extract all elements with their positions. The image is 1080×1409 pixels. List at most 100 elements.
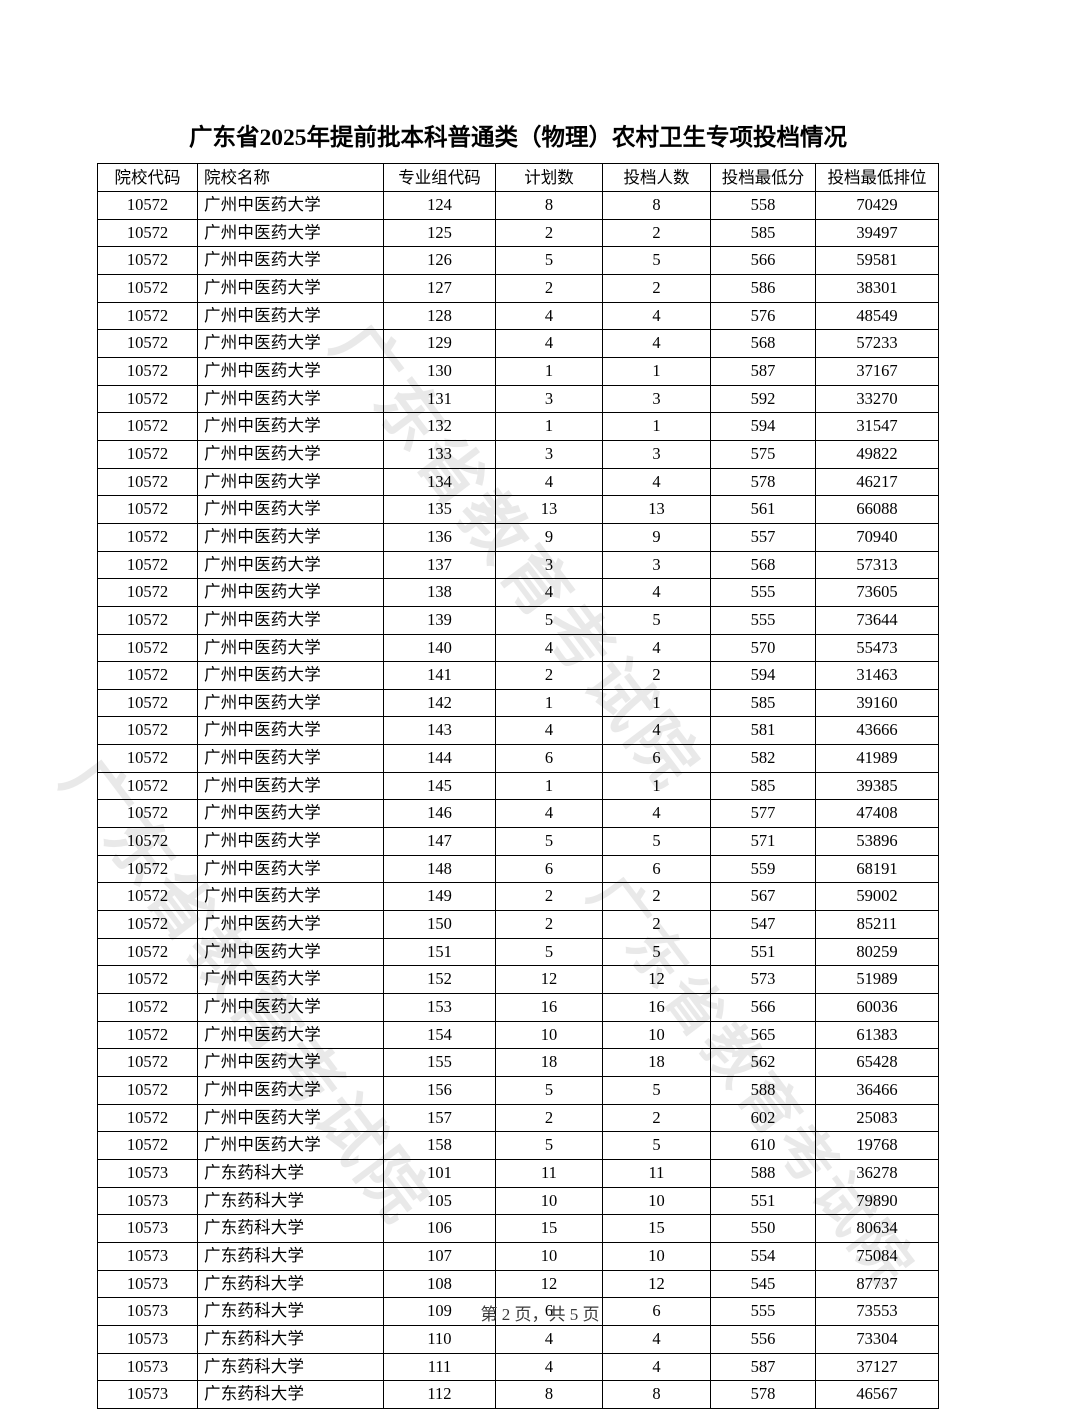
cell-min-rank: 70940 xyxy=(815,522,939,552)
cell-school-code: 10572 xyxy=(97,605,198,635)
table-row: 10572 广州中医药大学 158 5 5 610 19768 xyxy=(97,1131,939,1160)
table-row: 10572 广州中医药大学 135 13 13 561 66088 xyxy=(97,495,939,524)
cell-school-code: 10572 xyxy=(97,439,198,469)
cell-school-code: 10573 xyxy=(97,1214,198,1243)
cell-school-code: 10572 xyxy=(97,412,198,441)
cell-min-rank: 36466 xyxy=(815,1076,939,1105)
cell-school-name: 广东药科大学 xyxy=(197,1297,384,1326)
cell-plan-count: 1 xyxy=(495,412,603,441)
cell-min-score: 558 xyxy=(710,191,816,220)
cell-admitted-count: 4 xyxy=(602,301,711,331)
table-row: 10572 广州中医药大学 126 5 5 566 59581 xyxy=(97,246,939,275)
cell-school-name: 广州中医药大学 xyxy=(197,771,384,801)
cell-group-code: 128 xyxy=(383,301,496,331)
cell-plan-count: 10 xyxy=(495,1020,603,1050)
table-row: 10573 广东药科大学 110 4 4 556 73304 xyxy=(97,1324,939,1354)
cell-school-code: 10572 xyxy=(97,356,198,386)
column-header-school-name: 院校名称 xyxy=(197,163,384,192)
cell-school-name: 广州中医药大学 xyxy=(197,273,384,303)
table-row: 10573 广东药科大学 106 15 15 550 80634 xyxy=(97,1214,939,1243)
cell-min-rank: 33270 xyxy=(815,384,939,414)
cell-min-rank: 39160 xyxy=(815,688,939,718)
cell-group-code: 154 xyxy=(383,1020,496,1050)
cell-school-code: 10572 xyxy=(97,799,198,829)
cell-plan-count: 3 xyxy=(495,384,603,414)
cell-min-rank: 87737 xyxy=(815,1269,939,1299)
cell-school-name: 广州中医药大学 xyxy=(197,356,384,386)
cell-min-rank: 41989 xyxy=(815,744,939,773)
cell-min-rank: 79890 xyxy=(815,1186,939,1216)
cell-admitted-count: 5 xyxy=(602,1076,711,1105)
cell-school-code: 10572 xyxy=(97,993,198,1022)
table-row: 10573 广东药科大学 108 12 12 545 87737 xyxy=(97,1269,939,1299)
cell-plan-count: 16 xyxy=(495,993,603,1022)
cell-group-code: 137 xyxy=(383,550,496,580)
cell-min-score: 551 xyxy=(710,1186,816,1216)
cell-school-code: 10572 xyxy=(97,550,198,580)
cell-min-rank: 60036 xyxy=(815,993,939,1022)
cell-school-name: 广州中医药大学 xyxy=(197,633,384,663)
cell-min-rank: 39385 xyxy=(815,771,939,801)
table-row: 10572 广州中医药大学 128 4 4 576 48549 xyxy=(97,301,939,331)
table-row: 10572 广州中医药大学 132 1 1 594 31547 xyxy=(97,412,939,441)
cell-plan-count: 4 xyxy=(495,633,603,663)
cell-admitted-count: 10 xyxy=(602,1020,711,1050)
cell-school-name: 广州中医药大学 xyxy=(197,688,384,718)
cell-min-rank: 31547 xyxy=(815,412,939,441)
table-row: 10572 广州中医药大学 129 4 4 568 57233 xyxy=(97,329,939,358)
cell-school-name: 广州中医药大学 xyxy=(197,522,384,552)
table-row: 10572 广州中医药大学 130 1 1 587 37167 xyxy=(97,356,939,386)
cell-min-score: 576 xyxy=(710,301,816,331)
cell-school-name: 广州中医药大学 xyxy=(197,1103,384,1133)
cell-min-score: 550 xyxy=(710,1214,816,1243)
cell-school-code: 10573 xyxy=(97,1158,198,1188)
cell-school-name: 广东药科大学 xyxy=(197,1241,384,1271)
column-header-plan-count: 计划数 xyxy=(495,163,603,192)
cell-school-name: 广东药科大学 xyxy=(197,1186,384,1216)
cell-admitted-count: 5 xyxy=(602,827,711,856)
cell-school-code: 10572 xyxy=(97,384,198,414)
cell-school-code: 10572 xyxy=(97,578,198,607)
cell-admitted-count: 2 xyxy=(602,910,711,939)
cell-min-score: 545 xyxy=(710,1269,816,1299)
cell-min-rank: 85211 xyxy=(815,910,939,939)
table-row: 10572 广州中医药大学 139 5 5 555 73644 xyxy=(97,605,939,635)
cell-school-name: 广州中医药大学 xyxy=(197,716,384,746)
cell-min-rank: 75084 xyxy=(815,1241,939,1271)
cell-school-name: 广东药科大学 xyxy=(197,1324,384,1354)
cell-group-code: 136 xyxy=(383,522,496,552)
cell-school-name: 广州中医药大学 xyxy=(197,550,384,580)
cell-group-code: 140 xyxy=(383,633,496,663)
admission-score-table: 院校代码 院校名称 专业组代码 计划数 投档人数 投档最低分 投档最低排位 10… xyxy=(97,163,939,1409)
table-row: 10573 广东药科大学 111 4 4 587 37127 xyxy=(97,1352,939,1382)
cell-plan-count: 2 xyxy=(495,882,603,912)
cell-school-name: 广东药科大学 xyxy=(197,1352,384,1382)
cell-school-code: 10572 xyxy=(97,910,198,939)
table-row: 10572 广州中医药大学 144 6 6 582 41989 xyxy=(97,744,939,773)
cell-admitted-count: 13 xyxy=(602,495,711,524)
column-header-group-code: 专业组代码 xyxy=(383,163,496,192)
cell-group-code: 125 xyxy=(383,218,496,248)
cell-school-code: 10573 xyxy=(97,1297,198,1326)
cell-min-score: 587 xyxy=(710,1352,816,1382)
cell-group-code: 107 xyxy=(383,1241,496,1271)
column-header-min-score: 投档最低分 xyxy=(710,163,816,192)
cell-school-name: 广州中医药大学 xyxy=(197,744,384,773)
cell-plan-count: 2 xyxy=(495,273,603,303)
cell-admitted-count: 11 xyxy=(602,1158,711,1188)
cell-min-score: 547 xyxy=(710,910,816,939)
cell-group-code: 134 xyxy=(383,467,496,497)
cell-min-rank: 73304 xyxy=(815,1324,939,1354)
cell-min-rank: 48549 xyxy=(815,301,939,331)
table-row: 10572 广州中医药大学 131 3 3 592 33270 xyxy=(97,384,939,414)
cell-min-rank: 57233 xyxy=(815,329,939,358)
cell-min-score: 568 xyxy=(710,550,816,580)
cell-admitted-count: 2 xyxy=(602,218,711,248)
cell-min-rank: 73605 xyxy=(815,578,939,607)
cell-min-score: 610 xyxy=(710,1131,816,1160)
cell-plan-count: 18 xyxy=(495,1048,603,1077)
cell-group-code: 142 xyxy=(383,688,496,718)
cell-min-score: 554 xyxy=(710,1241,816,1271)
cell-school-code: 10572 xyxy=(97,1131,198,1160)
cell-group-code: 151 xyxy=(383,937,496,967)
